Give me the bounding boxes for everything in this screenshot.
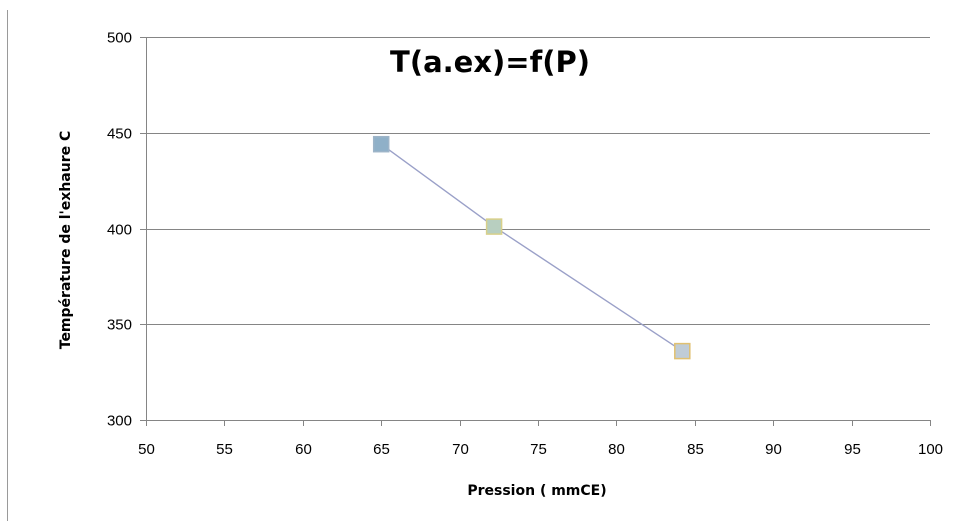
x-tick-label: 55 xyxy=(216,441,233,458)
x-tick-label: 85 xyxy=(687,441,704,458)
x-axis-title: Pression ( mmCE) xyxy=(467,483,606,499)
x-tick-label: 100 xyxy=(918,441,943,458)
series-layer xyxy=(372,135,691,360)
y-tick-label: 400 xyxy=(107,222,132,239)
series-line xyxy=(380,143,683,352)
x-tick-label: 65 xyxy=(373,441,390,458)
x-tick-label: 70 xyxy=(452,441,469,458)
chart-title: T(a.ex)=f(P) xyxy=(390,45,590,79)
y-axis-title: Température de l'exhaure C xyxy=(58,131,74,350)
y-tick-label: 300 xyxy=(107,413,132,430)
gridlines xyxy=(146,37,930,325)
axes xyxy=(140,37,931,426)
data-point-1 xyxy=(372,135,390,153)
y-tick-label: 500 xyxy=(107,30,132,47)
y-tick-labels: 300 350 400 450 500 xyxy=(107,30,132,430)
x-tick-labels: 50 55 60 65 70 75 80 85 90 95 100 xyxy=(138,441,943,458)
data-point-3 xyxy=(674,342,691,360)
x-tick-label: 90 xyxy=(765,441,782,458)
y-tick-label: 350 xyxy=(107,317,132,334)
x-tick-label: 50 xyxy=(138,441,155,458)
y-tick-label: 450 xyxy=(107,126,132,143)
data-point-2 xyxy=(485,218,503,235)
x-tick-label: 95 xyxy=(844,441,861,458)
x-tick-label: 60 xyxy=(295,441,312,458)
x-tick-label: 80 xyxy=(608,441,625,458)
x-tick-label: 75 xyxy=(530,441,547,458)
